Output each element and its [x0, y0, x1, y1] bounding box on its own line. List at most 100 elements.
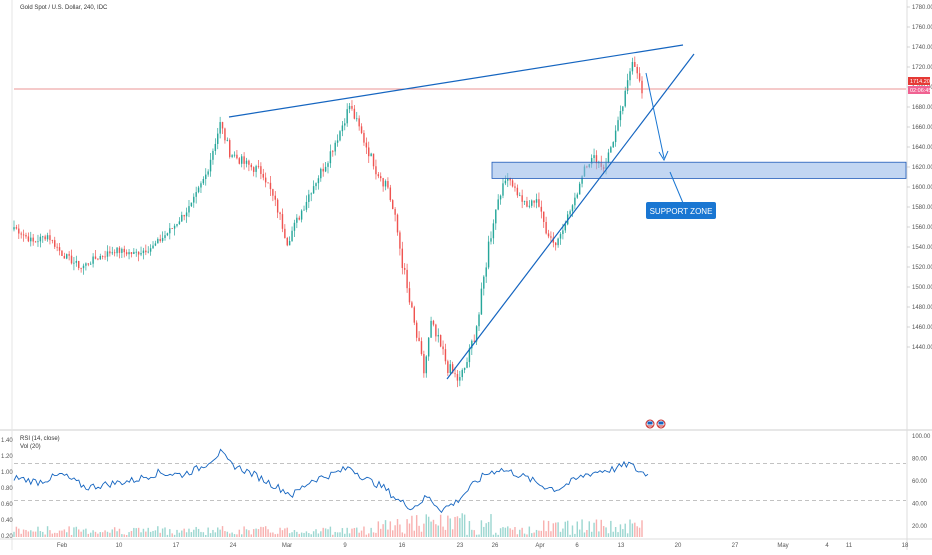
volume-bar [413, 530, 416, 537]
candle-body [466, 362, 468, 368]
vol-tick-label: 0.20 [1, 534, 13, 540]
volume-bar [111, 529, 113, 537]
candle-body [27, 236, 30, 242]
last-price-box [908, 77, 930, 85]
support-zone-callout[interactable]: SUPPORT ZONE [646, 202, 716, 219]
volume-bar [507, 526, 509, 537]
candle-body [233, 154, 236, 156]
candle-body [157, 238, 159, 244]
candle-body [22, 234, 25, 236]
candle-body [451, 364, 454, 374]
vol-tick-label: 0.80 [1, 486, 13, 492]
candle-body [622, 106, 624, 112]
candle-body [392, 200, 394, 210]
volume-bar [178, 532, 181, 537]
candle-body [209, 159, 212, 172]
volume-bar [516, 534, 519, 537]
rsi-tick-label: 100.00 [912, 434, 931, 440]
candle-body [32, 237, 34, 242]
volume-bar [221, 526, 224, 537]
volume-bar [202, 532, 205, 537]
volume-bar [475, 534, 478, 537]
candle-body [478, 314, 480, 327]
volume-bar [298, 533, 300, 537]
candle-body [523, 201, 526, 202]
candle-body [80, 268, 82, 269]
candle-body [20, 233, 22, 235]
volume-bar [425, 514, 427, 537]
volume-bar [200, 531, 202, 537]
volume-bar [466, 534, 468, 537]
volume-bar [490, 514, 492, 537]
volume-bar [248, 530, 250, 537]
volume-bar [502, 527, 504, 537]
candle-body [574, 197, 576, 206]
volume-bar [188, 528, 190, 537]
volume-bar [42, 531, 44, 537]
candle-body [492, 223, 495, 239]
ascending-trendline [446, 53, 695, 380]
volume-bar [176, 529, 178, 537]
volume-bar [288, 533, 291, 537]
volume-bar [149, 531, 152, 537]
candle-body [133, 251, 135, 254]
candle-body [70, 255, 73, 264]
candle-body [46, 235, 49, 240]
candle-body [504, 180, 507, 184]
volume-bar [334, 531, 336, 537]
candle-body [284, 228, 286, 238]
volume-bar [471, 529, 473, 537]
candle-body [547, 233, 550, 237]
candle-body [593, 155, 595, 159]
time-tick-label: 16 [399, 543, 406, 549]
rsi-tick-label: 20.00 [912, 524, 928, 530]
time-tick-label: Feb [57, 543, 68, 549]
volume-bar [291, 532, 293, 537]
candle-body [58, 247, 61, 251]
candle-body [42, 236, 44, 238]
candle-body [497, 199, 499, 210]
volume-bar [212, 529, 214, 537]
volume-bar [617, 532, 619, 537]
candle-body [483, 276, 485, 289]
event-flag-icon[interactable] [645, 419, 655, 429]
volume-bar [641, 520, 643, 537]
time-tick-label: 13 [618, 543, 625, 549]
volume-bar [442, 526, 444, 537]
candle-body [487, 241, 490, 268]
volume-bar [73, 527, 75, 537]
candle-body [193, 196, 195, 203]
candle-body [442, 346, 444, 350]
candle-body [149, 248, 152, 252]
candle-body [461, 369, 463, 378]
candle-body [63, 255, 66, 259]
volume-bar [113, 527, 116, 537]
volume-bar [552, 523, 555, 537]
candle-body [61, 250, 63, 256]
volume-bar [559, 531, 562, 537]
volume-bar [46, 526, 49, 537]
candle-body [382, 178, 384, 187]
event-flag-icon[interactable] [656, 419, 666, 429]
volume-bar [380, 528, 382, 537]
candle-body [360, 126, 363, 133]
volume-bar [372, 532, 375, 537]
candle-body [545, 221, 547, 234]
candle-body [229, 140, 231, 157]
candle-body [480, 288, 483, 315]
support-zone-rect [491, 161, 907, 179]
candle-body [614, 130, 617, 143]
candle-body [212, 150, 214, 160]
candle-body [197, 187, 200, 193]
candle-body [415, 322, 418, 338]
volume-bar [327, 529, 329, 537]
volume-bar [30, 530, 32, 537]
volume-bar [173, 534, 176, 537]
volume-bar [78, 529, 80, 537]
candle-body [418, 337, 420, 342]
volume-bar [353, 527, 356, 537]
projection-arrowhead [658, 150, 669, 162]
volume-bar [75, 526, 78, 537]
volume-bar [243, 526, 245, 537]
volume-bar [531, 533, 533, 537]
